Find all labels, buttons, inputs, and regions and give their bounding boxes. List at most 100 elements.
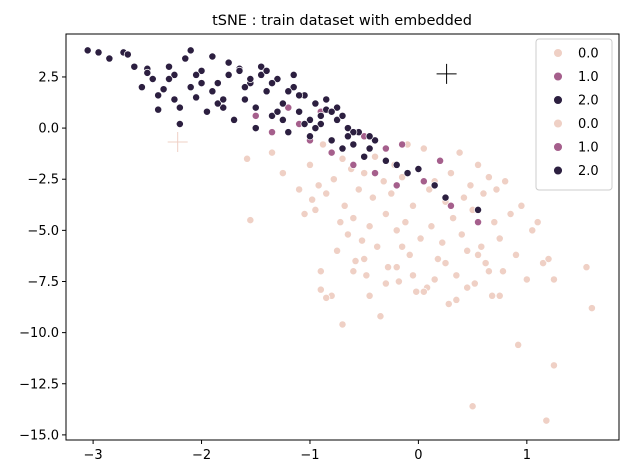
legend-marker [553, 71, 563, 82]
y-tick-label: −5.0 [27, 224, 59, 239]
data-point-class-0-0 [449, 214, 458, 223]
data-point-class-1-0 [349, 160, 358, 169]
data-point-class-0-0 [314, 181, 323, 190]
data-point-class-0-0 [246, 216, 255, 225]
data-point-class-0-0 [492, 185, 501, 194]
data-point-class-0-0 [477, 242, 486, 251]
data-point-class-0-0 [268, 148, 276, 157]
data-point-class-2-0 [284, 128, 293, 137]
data-point-class-0-0 [398, 173, 407, 182]
data-point-class-0-0 [278, 169, 287, 178]
data-point-class-0-0 [308, 195, 317, 204]
data-point-class-0-0 [481, 259, 490, 268]
data-point-class-0-0 [329, 175, 338, 184]
data-point-class-0-0 [506, 210, 515, 218]
data-point-class-1-0 [474, 218, 482, 227]
data-point-class-2-0 [365, 132, 374, 141]
data-point-class-2-0 [175, 103, 184, 112]
data-point-class-2-0 [316, 111, 325, 120]
data-point-class-1-0 [371, 169, 379, 178]
data-point-class-2-0 [262, 66, 271, 75]
data-point-class-0-0 [425, 185, 434, 194]
x-tick-label: 1 [523, 448, 531, 463]
data-point-class-2-0 [181, 54, 190, 63]
data-point-class-0-0 [362, 271, 371, 280]
data-point-class-2-0 [123, 50, 132, 59]
data-point-class-0-0 [457, 230, 466, 239]
data-point-class-0-0 [514, 340, 523, 349]
data-point-class-0-0 [392, 263, 401, 272]
data-point-class-2-0 [441, 193, 450, 202]
data-point-class-2-0 [360, 152, 369, 161]
y-tick-label: −10.0 [19, 326, 59, 341]
data-point-class-2-0 [316, 120, 325, 128]
data-point-class-2-0 [154, 91, 163, 100]
data-point-class-0-0 [316, 285, 325, 294]
data-point-class-2-0 [224, 58, 233, 67]
data-point-class-2-0 [137, 83, 146, 92]
data-point-class-0-0 [512, 250, 520, 259]
data-point-class-2-0 [105, 54, 114, 63]
data-point-class-2-0 [474, 205, 482, 214]
data-point-class-0-0 [300, 210, 309, 218]
data-point-class-0-0 [452, 295, 461, 304]
data-point-class-0-0 [398, 242, 407, 251]
data-point-class-2-0 [327, 136, 336, 145]
y-tick-label: −2.5 [27, 173, 59, 188]
data-point-class-0-0 [517, 201, 526, 210]
data-point-class-2-0 [251, 124, 260, 133]
data-point-class-0-0 [358, 236, 366, 245]
data-point-class-0-0 [501, 177, 510, 186]
data-point-class-0-0 [392, 226, 401, 235]
data-point-class-0-0 [484, 173, 493, 182]
data-point-class-2-0 [268, 79, 276, 88]
data-point-class-2-0 [338, 144, 347, 153]
data-point-class-2-0 [213, 99, 222, 108]
data-point-class-0-0 [466, 181, 475, 190]
data-point-class-0-0 [495, 291, 504, 300]
data-point-class-2-0 [186, 46, 195, 55]
data-point-class-2-0 [289, 83, 298, 92]
legend-label: 2.0 [578, 94, 599, 109]
data-point-class-0-0 [376, 312, 385, 321]
data-point-class-0-0 [343, 230, 352, 239]
data-point-class-2-0 [186, 83, 195, 92]
data-point-class-0-0 [409, 271, 417, 280]
data-point-class-0-0 [322, 293, 331, 302]
data-point-class-0-0 [360, 169, 369, 178]
data-point-class-0-0 [306, 160, 314, 169]
x-tick-label: −3 [84, 448, 103, 463]
data-point-class-0-0 [351, 257, 360, 265]
data-point-class-2-0 [219, 103, 228, 112]
data-point-class-2-0 [203, 107, 211, 116]
data-point-class-0-0 [463, 283, 472, 292]
data-point-class-2-0 [306, 115, 314, 124]
data-point-class-0-0 [488, 291, 497, 300]
data-point-class-0-0 [452, 271, 461, 280]
data-point-class-2-0 [154, 105, 163, 114]
data-point-class-2-0 [311, 99, 320, 108]
data-point-class-2-0 [170, 95, 179, 104]
y-tick-label: 0.0 [38, 122, 59, 137]
data-point-class-2-0 [130, 62, 139, 71]
data-point-class-2-0 [327, 107, 336, 116]
data-point-class-0-0 [373, 242, 382, 251]
data-point-class-2-0 [349, 140, 358, 149]
data-point-class-2-0 [208, 52, 217, 61]
data-point-class-0-0 [459, 193, 468, 202]
data-point-class-1-0 [381, 144, 390, 153]
data-point-class-0-0 [468, 402, 477, 411]
data-point-class-1-0 [284, 103, 293, 112]
legend-label: 0.0 [578, 47, 599, 62]
data-point-class-2-0 [257, 70, 266, 79]
data-point-class-0-0 [433, 255, 442, 263]
data-point-class-2-0 [343, 124, 352, 133]
data-point-class-0-0 [340, 201, 349, 210]
data-point-class-0-0 [499, 267, 507, 276]
plus-marker [167, 131, 188, 152]
data-point-class-0-0 [416, 234, 425, 243]
plot-area [65, 33, 620, 441]
data-point-class-2-0 [148, 75, 157, 83]
data-point-class-2-0 [165, 62, 173, 71]
data-point-class-0-0 [438, 238, 447, 247]
